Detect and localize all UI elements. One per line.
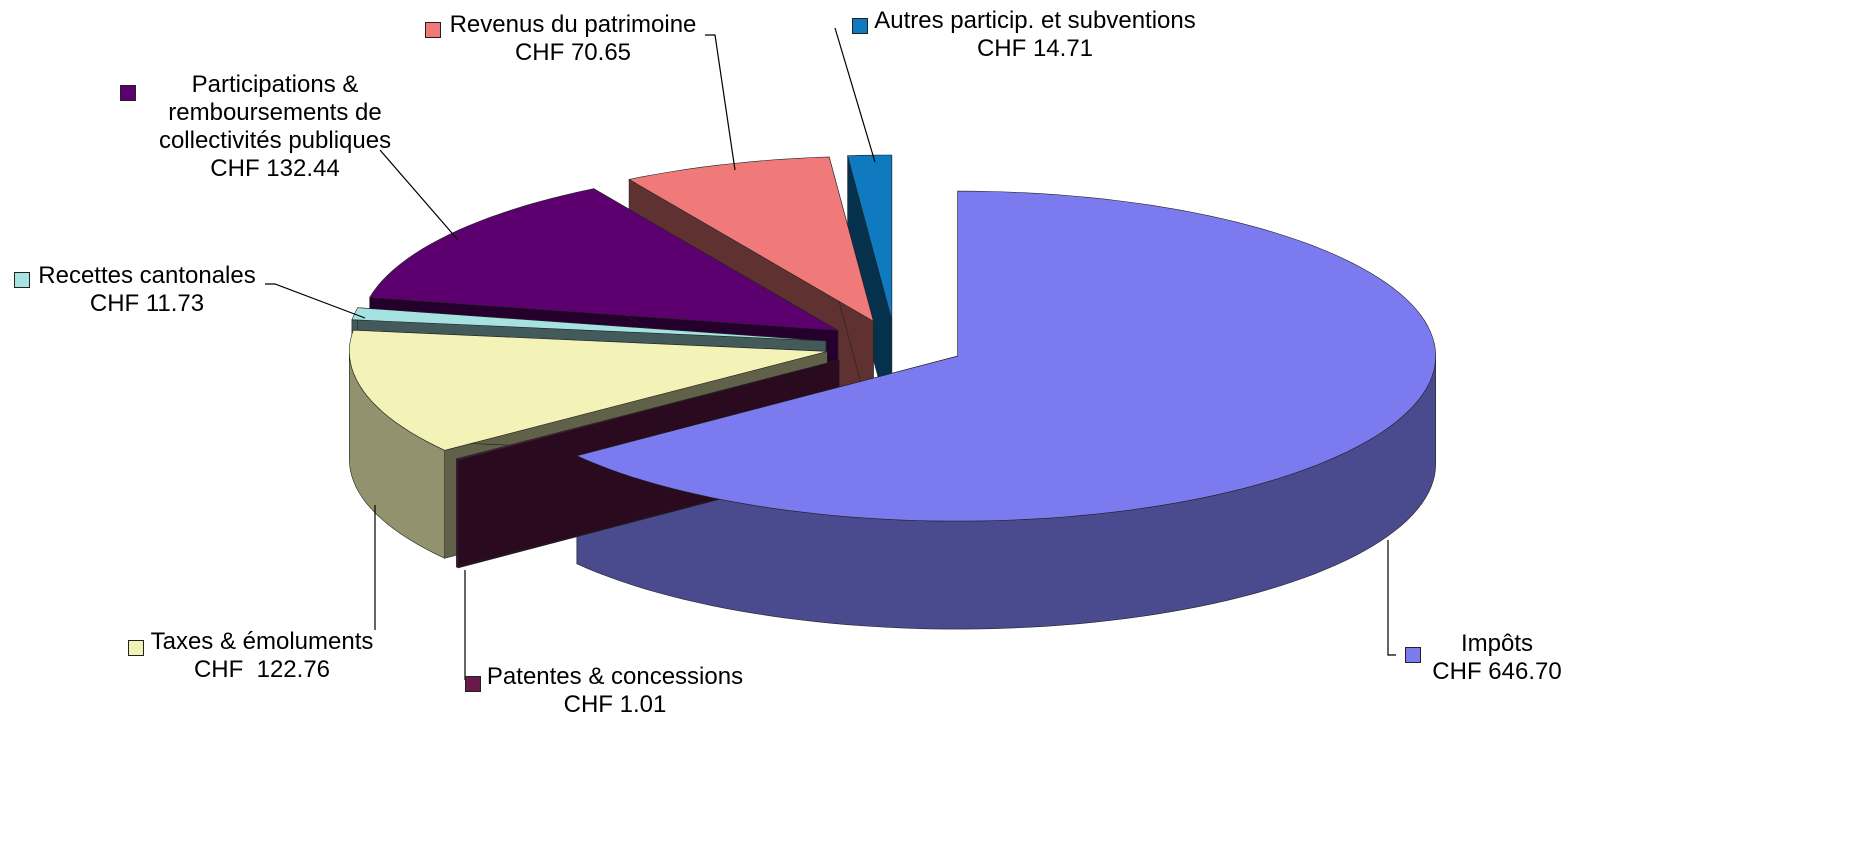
pie-slice — [455, 359, 840, 461]
leader-line — [379, 149, 459, 241]
slice-label: Autres particip. et subventions CHF 14.71 — [825, 7, 1245, 63]
category-label: Patentes & concessions — [486, 663, 744, 690]
legend-swatch — [425, 22, 441, 38]
legend-swatch — [465, 676, 481, 692]
slice-label: Recettes cantonales CHF 11.73 — [0, 262, 297, 318]
slice-label: Patentes & concessions CHF 1.01 — [435, 663, 795, 719]
value-label: CHF 70.65 — [514, 39, 632, 66]
slice-label: Impôts CHF 646.70 — [1397, 630, 1597, 686]
value-label: CHF 11.73 — [89, 290, 205, 317]
legend-swatch — [14, 272, 30, 288]
pie-slice — [847, 154, 893, 321]
legend-swatch — [128, 640, 144, 656]
category-label: Taxes & émoluments — [150, 628, 374, 655]
category-label: Participations & remboursements de colle… — [158, 71, 392, 154]
leader-line — [265, 283, 366, 319]
legend-swatch — [852, 18, 868, 34]
value-label: CHF 14.71 — [976, 35, 1094, 62]
pie-slice — [575, 190, 1437, 522]
pie-slice — [348, 329, 828, 451]
slice-label: Revenus du patrimoine CHF 70.65 — [403, 11, 743, 67]
value-label: CHF 122.76 — [193, 656, 331, 683]
pie-slice — [628, 156, 874, 322]
leader-line — [834, 27, 876, 163]
slice-label: Participations & remboursements de colle… — [130, 71, 420, 183]
category-label: Impôts — [1460, 630, 1534, 657]
category-label: Autres particip. et subventions — [874, 7, 1196, 34]
legend-swatch — [1405, 647, 1421, 663]
slice-label: Taxes & émoluments CHF 122.76 — [102, 628, 422, 684]
legend-swatch — [120, 85, 136, 101]
value-label: CHF 132.44 — [210, 155, 340, 182]
value-label: CHF 646.70 — [1432, 658, 1562, 685]
value-label: CHF 1.01 — [563, 691, 667, 718]
leader-line — [1387, 540, 1396, 656]
leader-line — [705, 34, 736, 171]
pie-slice — [369, 188, 839, 331]
category-label: Recettes cantonales — [38, 262, 256, 289]
slice-outer-wall — [456, 458, 459, 569]
category-label: Revenus du patrimoine — [449, 11, 697, 38]
